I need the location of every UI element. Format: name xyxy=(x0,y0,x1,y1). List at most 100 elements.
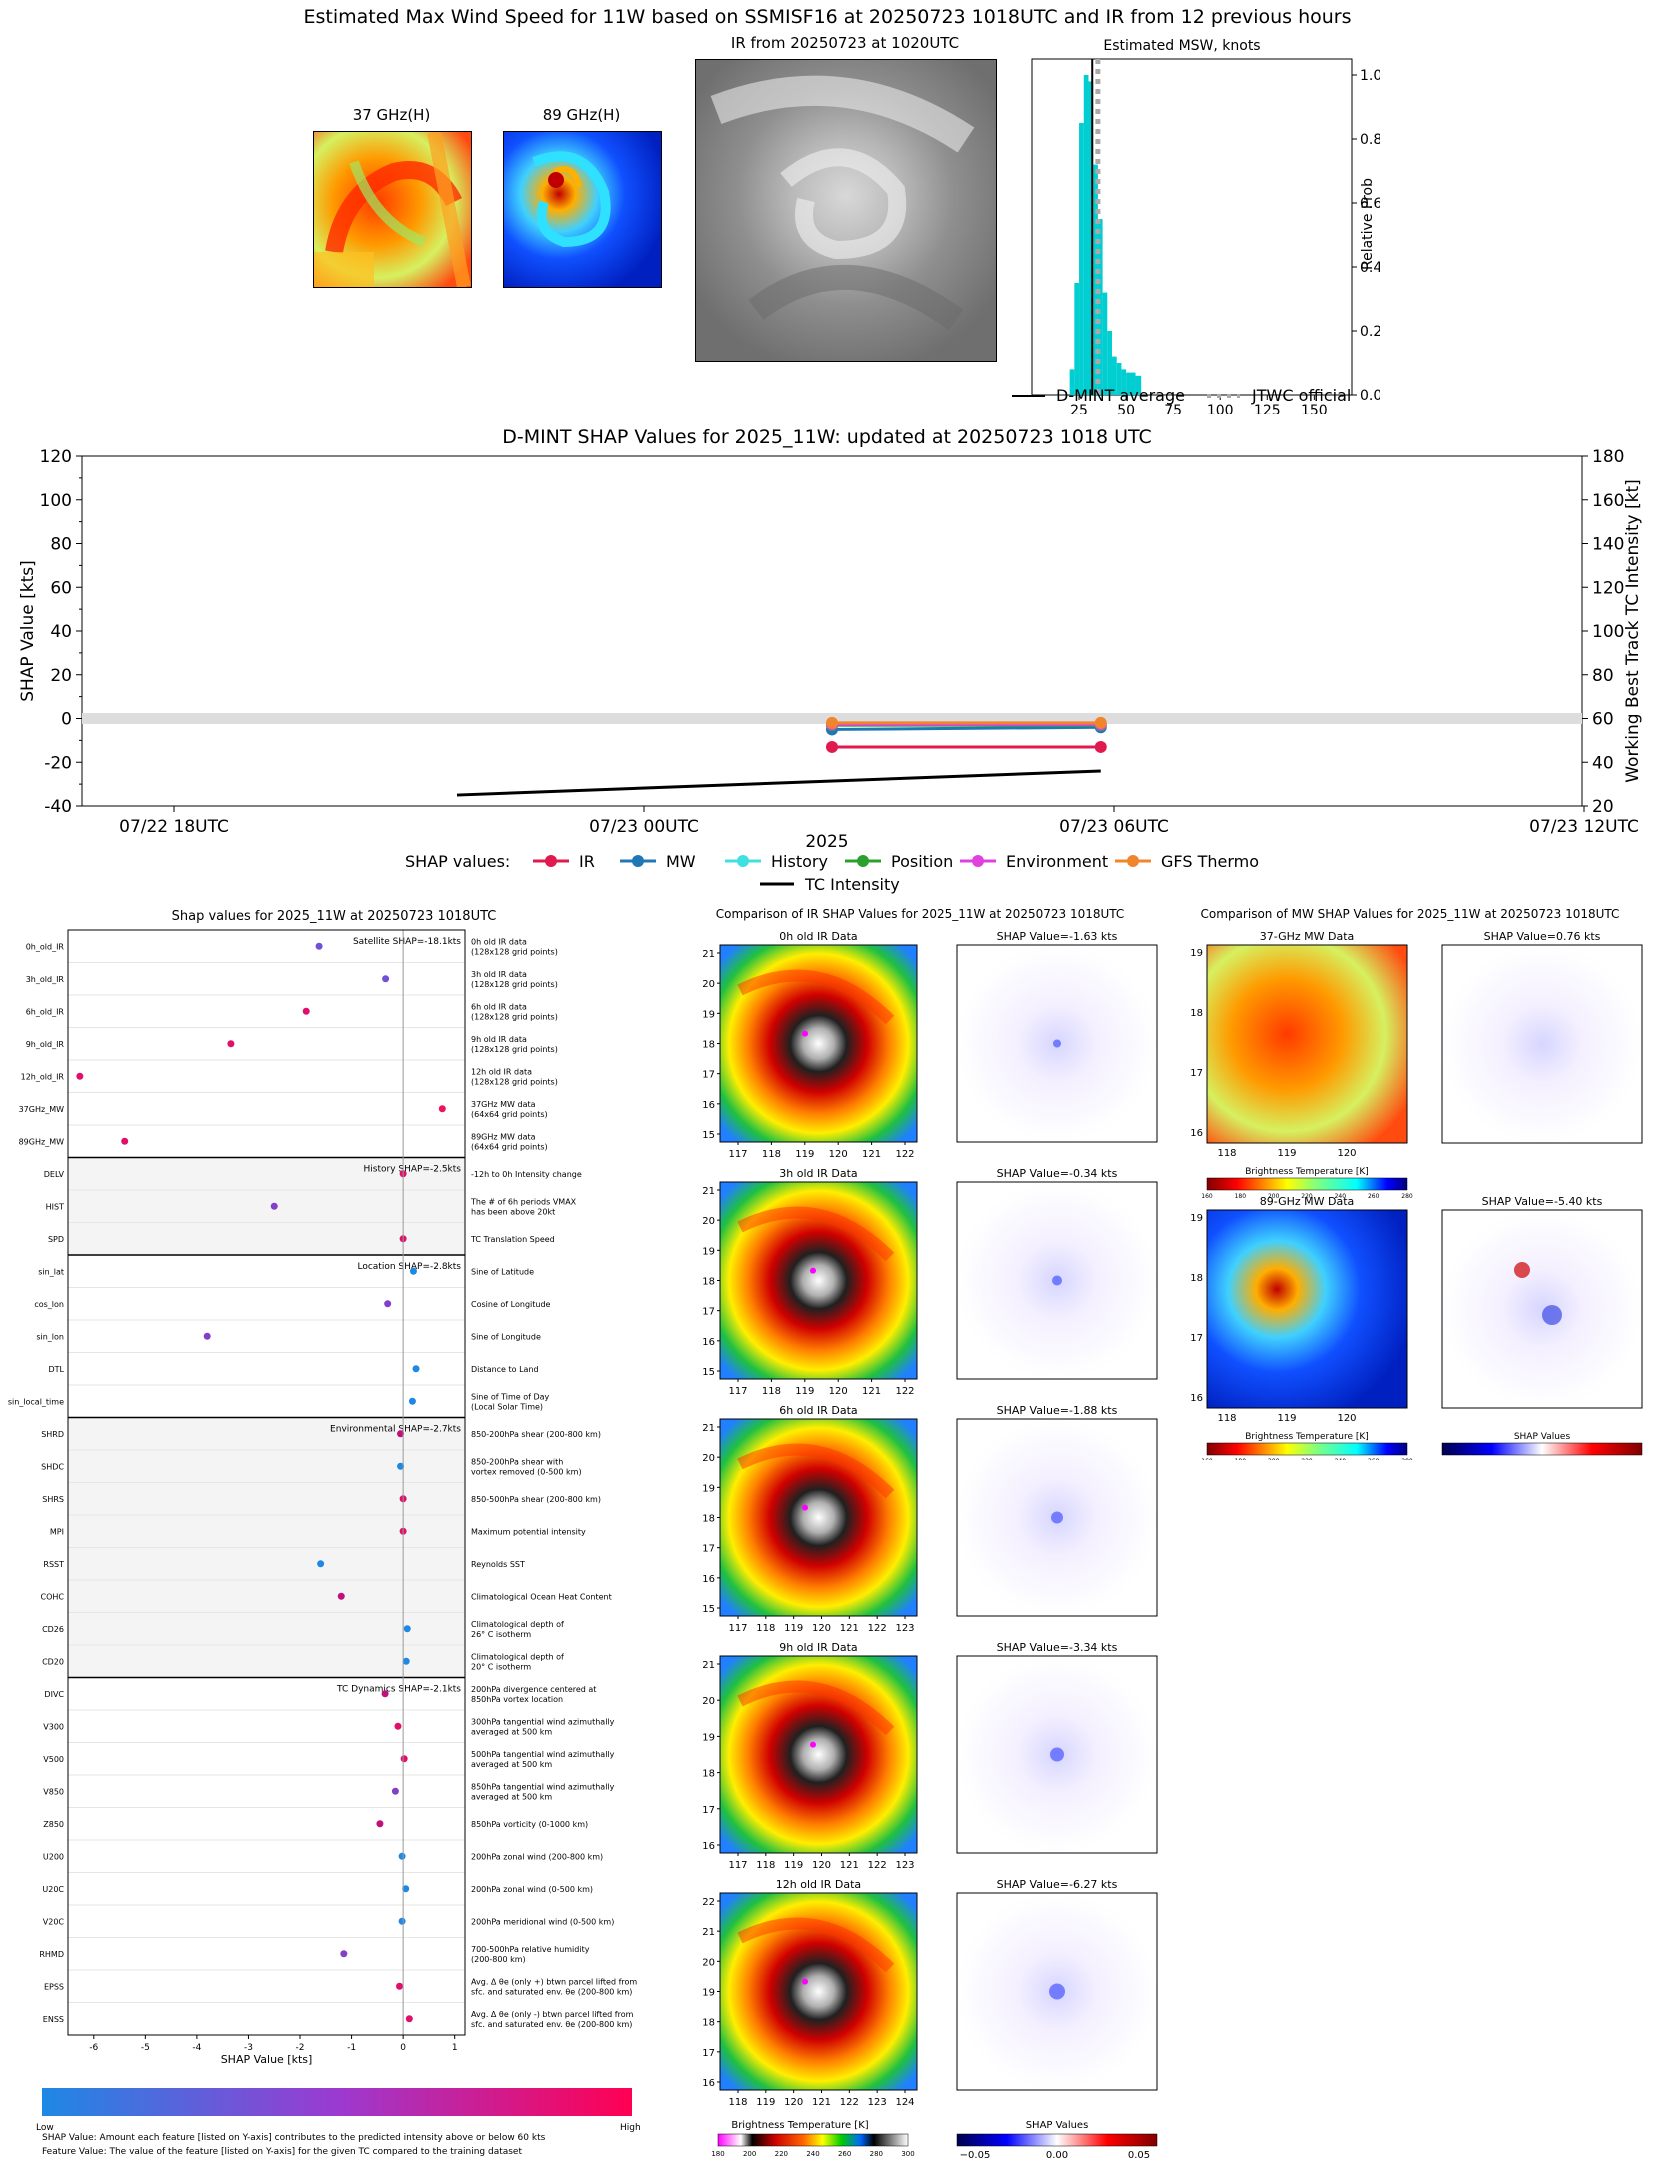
hist-bar-11 xyxy=(1121,369,1127,395)
mw-bt-tick-1-6: 280 xyxy=(1401,1458,1413,1460)
feat-xlabel: SHAP Value [kts] xyxy=(221,2053,313,2066)
ir-bt-tick-0: 180 xyxy=(711,2150,724,2158)
legend-marker-2 xyxy=(737,855,749,867)
ir-xtick-0-0: 117 xyxy=(728,1149,747,1160)
hist-frame xyxy=(1031,58,1353,396)
feature-desc-SPD-0: TC Translation Speed xyxy=(470,1235,555,1244)
ir-xtick-3-3: 120 xyxy=(812,1860,831,1871)
ir-ytick-1-3: 18 xyxy=(702,1277,715,1288)
mw-bt-tick-0-4: 240 xyxy=(1335,1193,1347,1200)
mw-shap-image-0 xyxy=(1441,944,1643,1144)
series-point-0-1 xyxy=(1094,740,1107,753)
ir-xtick-4-1: 119 xyxy=(756,2097,775,2108)
ir-shap-tick-0: −0.05 xyxy=(960,2150,991,2158)
mw-bt-colorbar-0 xyxy=(1206,1177,1408,1191)
feature-desc-RSST-0: Reynolds SST xyxy=(471,1560,525,1569)
ir-panel-shap-2: SHAP Value=-1.88 kts xyxy=(997,1404,1118,1417)
feature-name-12h_old_IR: 12h_old_IR xyxy=(21,1072,65,1081)
feature-name-CD20: CD20 xyxy=(42,1657,64,1666)
feature-desc-9h_old_IR-0: 9h old IR data xyxy=(471,1035,527,1044)
hist-xtick-4: 125 xyxy=(1254,403,1281,414)
mw-ytick-1-0: 19 xyxy=(1190,1213,1203,1224)
ir-ytick-4-3: 19 xyxy=(702,1988,715,1999)
feature-desc-V850-0: 850hPa tangential wind azimuthally xyxy=(471,1782,615,1791)
feature-desc-37GHz_MW-0: 37GHz MW data xyxy=(471,1100,536,1109)
feature-desc-MPI-0: Maximum potential intensity xyxy=(471,1527,586,1536)
mw-bt-label-1: Brightness Temperature [K] xyxy=(1245,1432,1369,1442)
feature-point-0h_old_IR xyxy=(315,942,323,950)
feature-desc-6h_old_IR-1: (128x128 grid points) xyxy=(471,1012,558,1021)
feature-desc-ENSS-0: Avg. Δ θe (only -) btwn parcel lifted fr… xyxy=(471,2010,634,2019)
ir-ytick-4-2: 20 xyxy=(702,1957,715,1968)
feature-desc-9h_old_IR-1: (128x128 grid points) xyxy=(471,1045,558,1054)
group-label-2: Location SHAP=-2.8kts xyxy=(357,1262,461,1272)
feature-desc-CD20-0: Climatological depth of xyxy=(471,1652,564,1661)
feature-desc-3h_old_IR-0: 3h old IR data xyxy=(471,970,527,979)
ir-panel-shap-0: SHAP Value=-1.63 kts xyxy=(997,930,1118,943)
feat-xtick-3: -3 xyxy=(244,2043,253,2053)
ir-xtick-0-3: 120 xyxy=(829,1149,848,1160)
ir-panel-center-0 xyxy=(802,1030,808,1037)
feature-desc-CD26-1: 26° C isotherm xyxy=(471,1630,531,1639)
footnote-2: Feature Value: The value of the feature … xyxy=(42,2147,522,2157)
feature-name-SHRD: SHRD xyxy=(41,1430,64,1439)
mw-shap-hot xyxy=(1514,1262,1530,1278)
ir-panel-band-4 xyxy=(737,1917,895,1973)
ir-panel-center-3 xyxy=(810,1741,816,1748)
ir-ytick-1-0: 21 xyxy=(702,1186,715,1197)
ts-y2tick-1: 40 xyxy=(1592,753,1614,773)
feature-point-DTL xyxy=(412,1365,420,1373)
msw-histogram: Estimated MSW, knots 25 50 75 100 125 150 0.0… xyxy=(1031,38,1380,414)
ir-xtick-3-1: 118 xyxy=(756,1860,775,1871)
ir-xtick-2-2: 119 xyxy=(784,1623,803,1634)
feature-name-HIST: HIST xyxy=(46,1202,64,1211)
feature-desc-6h_old_IR-0: 6h old IR data xyxy=(471,1002,527,1011)
ts-y2tick-8: 180 xyxy=(1592,447,1624,467)
hist-bar-12 xyxy=(1126,372,1136,395)
ts-y2tick-4: 100 xyxy=(1592,622,1624,642)
ts-ytick-5: 60 xyxy=(50,578,72,598)
feature-name-6h_old_IR: 6h_old_IR xyxy=(26,1007,65,1016)
ir-xtick-4-5: 123 xyxy=(868,2097,887,2108)
ir-bt-tick-1: 200 xyxy=(743,2150,756,2158)
ir-ytick-2-1: 20 xyxy=(702,1453,715,1464)
feature-name-DIVC: DIVC xyxy=(44,1690,64,1699)
ir-ytick-0-3: 18 xyxy=(702,1040,715,1051)
ts-xlabel: 2025 xyxy=(805,832,848,852)
feature-desc-SHDC-0: 850-200hPa shear with xyxy=(471,1457,563,1466)
feature-name-RSST: RSST xyxy=(43,1560,64,1569)
ir-ytick-0-0: 21 xyxy=(702,949,715,960)
ir-panel-shap-4: SHAP Value=-6.27 kts xyxy=(997,1878,1118,1891)
ir-ytick-3-0: 21 xyxy=(702,1660,715,1671)
mw-ytick-0-0: 19 xyxy=(1190,948,1203,959)
feature-name-U20C: U20C xyxy=(42,1885,64,1894)
feature-desc-V20C-0: 200hPa meridional wind (0-500 km) xyxy=(471,1917,614,1926)
hist-xtick-1: 50 xyxy=(1117,403,1135,414)
feature-name-V500: V500 xyxy=(43,1755,64,1764)
mw-bt-tick-1-2: 200 xyxy=(1268,1458,1280,1460)
ts-ytick-6: 80 xyxy=(50,535,72,555)
feature-point-V300 xyxy=(394,1722,402,1730)
ir-ytick-0-5: 16 xyxy=(702,1100,715,1111)
ts-legend-label: SHAP values: xyxy=(405,852,510,871)
feature-name-89GHz_MW: 89GHz_MW xyxy=(19,1137,64,1146)
ir-ytick-1-1: 20 xyxy=(702,1216,715,1227)
feature-name-Z850: Z850 xyxy=(43,1820,64,1829)
ts-y2tick-5: 120 xyxy=(1592,578,1624,598)
feature-name-ENSS: ENSS xyxy=(43,2015,64,2024)
feature-point-U200 xyxy=(398,1852,406,1860)
ir-xtick-3-5: 122 xyxy=(868,1860,887,1871)
feature-desc-0h_old_IR-0: 0h old IR data xyxy=(471,937,527,946)
ir-bt-tick-3: 240 xyxy=(806,2150,819,2158)
legend-tc-intensity: TC Intensity xyxy=(804,875,900,894)
mw-panel-shap-1: SHAP Value=-5.40 kts xyxy=(1482,1195,1603,1208)
hist-bar-4 xyxy=(1088,81,1094,396)
hist-legend: D-MINT average JTWC official xyxy=(1012,386,1351,405)
feature-point-sin_lon xyxy=(203,1332,211,1340)
ir-shap-tick-1: 0.00 xyxy=(1046,2150,1068,2158)
ir-xtick-1-0: 117 xyxy=(728,1386,747,1397)
ir-bt-tick-6: 300 xyxy=(901,2150,914,2158)
ir-xtick-0-5: 122 xyxy=(895,1149,914,1160)
ir-xtick-1-4: 121 xyxy=(862,1386,881,1397)
ir-xtick-4-0: 118 xyxy=(728,2097,747,2108)
